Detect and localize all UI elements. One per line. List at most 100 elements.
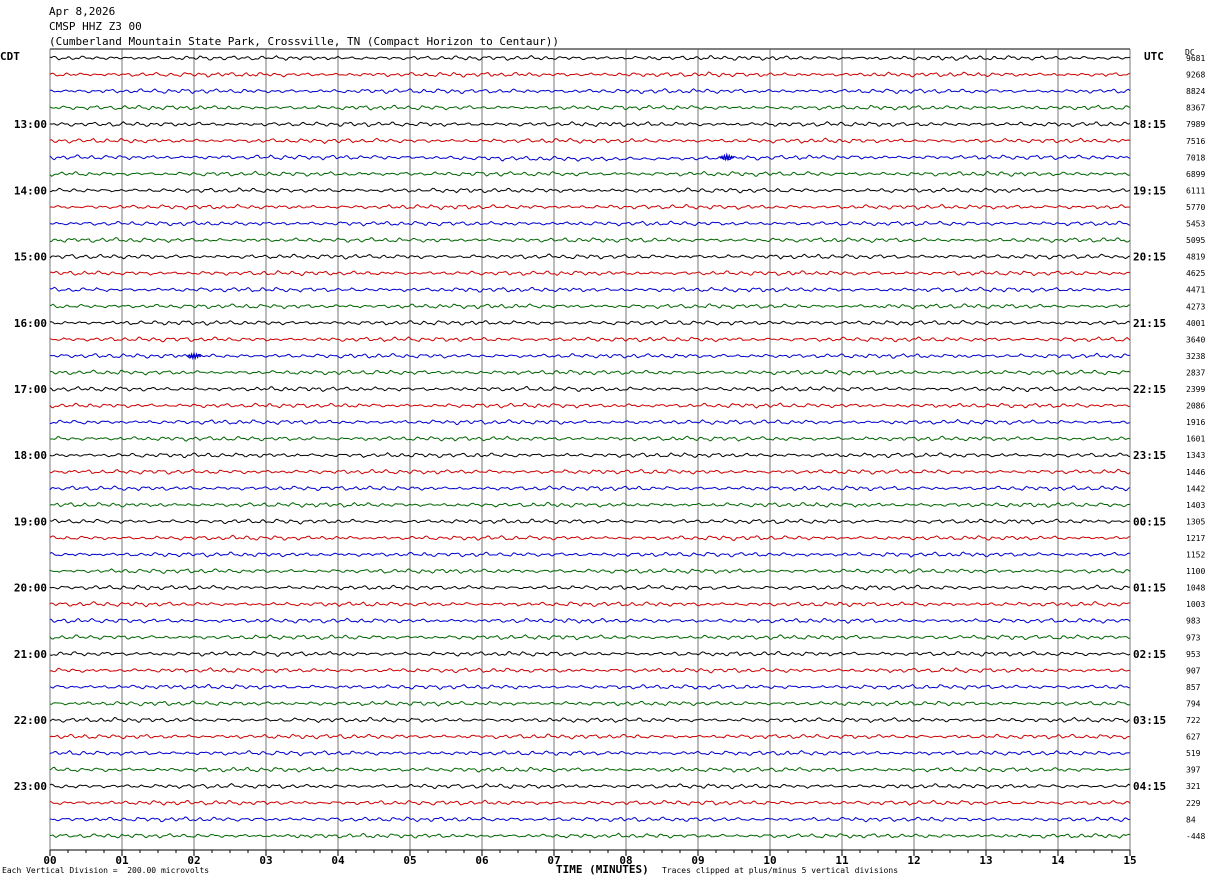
right-hour-label: 04:15 [1133, 780, 1166, 793]
seismic-trace [49, 799, 1131, 806]
seismic-trace [49, 700, 1131, 707]
seismic-trace [49, 683, 1131, 690]
seismic-trace [49, 253, 1131, 260]
seismic-trace [49, 551, 1131, 558]
seismic-trace [49, 269, 1131, 277]
dc-offset-label: 627 [1186, 733, 1201, 742]
dc-offset-label: 1916 [1186, 418, 1205, 427]
dc-offset-label: 1048 [1186, 584, 1205, 593]
dc-offset-label: 1305 [1186, 517, 1205, 526]
dc-offset-label: 5095 [1186, 236, 1205, 245]
seismic-trace [49, 468, 1131, 475]
dc-offset-label: 1003 [1186, 600, 1205, 609]
dc-offset-label: 983 [1186, 617, 1201, 626]
dc-offset-label: 2086 [1186, 402, 1205, 411]
x-tick-label: 03 [259, 854, 272, 867]
plot-date: Apr 8,2026 [49, 5, 116, 18]
seismic-trace [49, 650, 1131, 658]
right-hour-label: 19:15 [1133, 184, 1166, 197]
x-tick-label: 05 [403, 854, 416, 867]
seismic-trace [49, 766, 1131, 773]
left-hour-label: 13:00 [14, 118, 47, 131]
seismic-trace [49, 303, 1131, 310]
right-hour-label: 20:15 [1133, 251, 1166, 264]
x-tick-label: 13 [979, 854, 992, 867]
seismic-trace [49, 220, 1131, 227]
seismic-trace [49, 667, 1131, 674]
seismic-trace [49, 601, 1131, 608]
right-hour-label: 23:15 [1133, 449, 1166, 462]
seismic-trace [49, 336, 1131, 343]
dc-offset-label: 4273 [1186, 302, 1205, 311]
dc-offset-label: 229 [1186, 799, 1201, 808]
seismic-trace [49, 617, 1131, 624]
seismic-trace [49, 352, 1131, 359]
left-hour-label: 21:00 [14, 648, 47, 661]
seismic-trace [49, 369, 1131, 376]
dc-offset-label: 1343 [1186, 451, 1205, 460]
seismic-trace [49, 55, 1131, 61]
seismic-trace [49, 534, 1131, 542]
seismic-trace [49, 750, 1131, 757]
x-tick-label: 06 [475, 854, 489, 867]
dc-offset-label: 2837 [1186, 368, 1205, 377]
dc-offset-label: 794 [1186, 699, 1201, 708]
clip-note: Traces clipped at plus/minus 5 vertical … [662, 866, 899, 875]
seismic-event [719, 152, 735, 162]
dc-offset-label: 84 [1186, 815, 1196, 824]
axis-labels: 00 01 02 03 04 05 06 07 08 09 10 11 12 13 14 15 9681 9268… [14, 54, 1206, 867]
x-tick-label: 04 [331, 854, 345, 867]
dc-offset-label: 5453 [1186, 220, 1205, 229]
dc-offset-label: 8367 [1186, 104, 1205, 113]
seismic-trace [49, 104, 1131, 111]
left-hour-label: 17:00 [14, 383, 47, 396]
seismic-trace [49, 286, 1131, 293]
dc-offset-label: 519 [1186, 749, 1201, 758]
dc-offset-label: 4625 [1186, 269, 1205, 278]
left-hour-label: 18:00 [14, 449, 47, 462]
x-tick-label: 07 [547, 854, 560, 867]
x-tick-label: 15 [1123, 854, 1136, 867]
dc-offset-label: 321 [1186, 782, 1201, 791]
right-hour-label: 21:15 [1133, 317, 1166, 330]
dc-offset-label: 1403 [1186, 501, 1205, 510]
dc-offset-label: 6899 [1186, 170, 1205, 179]
dc-offset-label: 9681 [1186, 54, 1205, 63]
dc-offset-label: 1100 [1186, 567, 1205, 576]
dc-offset-label: 4471 [1186, 286, 1205, 295]
seismic-trace [49, 501, 1131, 508]
right-hour-label: 02:15 [1133, 648, 1166, 661]
dc-offset-label: 3640 [1186, 335, 1205, 344]
left-hour-label: 16:00 [14, 317, 47, 330]
right-hour-label: 03:15 [1133, 714, 1166, 727]
right-hour-label: 18:15 [1133, 118, 1166, 131]
left-timezone-label: CDT [0, 50, 20, 63]
dc-offset-header: DC [1185, 48, 1195, 57]
dc-offset-label: 1217 [1186, 534, 1205, 543]
dc-offset-label: 7018 [1186, 153, 1205, 162]
dc-offset-label: 4001 [1186, 319, 1205, 328]
station-id: CMSP HHZ Z3 00 [49, 20, 142, 33]
seismic-trace [49, 816, 1131, 823]
x-tick-label: 02 [187, 854, 200, 867]
dc-offset-label: 1152 [1186, 551, 1205, 560]
x-axis-title: TIME (MINUTES) [556, 863, 649, 876]
left-hour-label: 15:00 [14, 251, 47, 264]
right-hour-label: 01:15 [1133, 582, 1166, 595]
dc-offset-label: 8824 [1186, 87, 1205, 96]
dc-offset-label: 9268 [1186, 71, 1205, 80]
seismic-trace [49, 733, 1131, 740]
seismic-trace [49, 584, 1131, 591]
dc-offset-label: 722 [1186, 716, 1201, 725]
dc-offset-label: 1442 [1186, 484, 1205, 493]
left-hour-label: 14:00 [14, 184, 47, 197]
x-tick-label: 01 [115, 854, 129, 867]
seismic-trace [49, 485, 1131, 492]
dc-offset-label: 857 [1186, 683, 1201, 692]
seismic-trace [49, 418, 1131, 426]
scale-note: Each Vertical Division = 200.00 microvol… [2, 866, 210, 875]
seismic-trace [49, 716, 1131, 724]
seismic-trace [49, 236, 1131, 244]
seismic-trace [49, 319, 1131, 326]
